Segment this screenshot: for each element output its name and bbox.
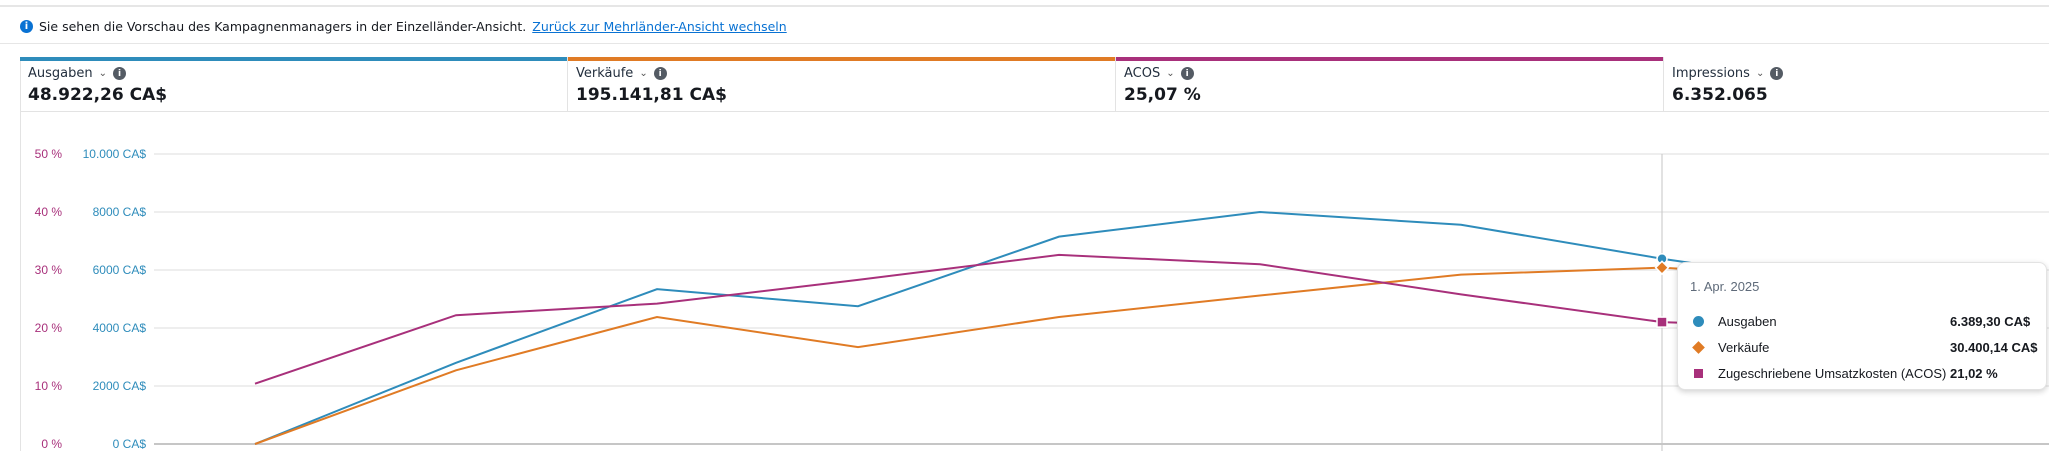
metric-color-bar: [568, 57, 1115, 61]
metric-card-verkaeufe[interactable]: Verkäufe ⌄ i 195.141,81 CA$: [568, 57, 1116, 112]
top-divider: [0, 5, 2049, 7]
y-tick-label-percent: 40 %: [35, 205, 63, 219]
info-icon: i: [20, 19, 33, 33]
metric-value: 195.141,81 CA$: [576, 85, 727, 105]
tooltip-row: Verkäufe 30.400,14 CA$: [1690, 334, 2038, 360]
series-line-ausgaben: [254, 210, 1701, 445]
metric-label: Ausgaben: [28, 66, 93, 81]
metric-label: Impressions: [1672, 66, 1750, 81]
metric-card-impressions[interactable]: Impressions ⌄ i 6.352.065: [1664, 57, 2049, 112]
info-icon[interactable]: i: [1770, 67, 1784, 80]
tooltip-series-name: Zugeschriebene Umsatzkosten (ACOS): [1718, 365, 1947, 381]
metric-value: 48.922,26 CA$: [28, 85, 168, 105]
y-tick-label-percent: 20 %: [35, 321, 63, 335]
series-line-acos: [254, 253, 1701, 385]
tooltip-series-value: 30.400,14 CA$: [1950, 339, 2038, 355]
square-marker-icon: [1693, 368, 1703, 378]
y-tick-label-currency: 10.000 CA$: [83, 147, 147, 161]
chevron-down-icon[interactable]: ⌄: [98, 68, 108, 79]
tooltip-date: 1. Apr. 2025: [1690, 279, 1760, 294]
info-icon[interactable]: i: [113, 67, 127, 80]
tooltip-series-value: 21,02 %: [1950, 365, 1998, 381]
y-tick-label-currency: 6000 CA$: [93, 263, 147, 277]
metric-color-bar: [1116, 57, 1663, 61]
series-line-verkäufe: [254, 266, 1701, 445]
banner-text: Sie sehen die Vorschau des Kampagnenmana…: [39, 18, 527, 34]
data-point-marker: [1656, 316, 1668, 328]
y-tick-label-percent: 0 %: [41, 437, 62, 451]
tooltip-row: Ausgaben 6.389,30 CA$: [1690, 308, 2034, 334]
metric-card-acos[interactable]: ACOS ⌄ i 25,07 %: [1116, 57, 1664, 112]
data-point-marker: [1654, 260, 1670, 276]
metric-label: Verkäufe: [576, 66, 634, 81]
y-tick-label-currency: 2000 CA$: [93, 379, 147, 393]
circle-marker-icon: [1692, 315, 1704, 327]
chevron-down-icon[interactable]: ⌄: [639, 68, 648, 79]
tooltip-row: Zugeschriebene Umsatzkosten (ACOS) 21,02…: [1690, 360, 2034, 386]
chart-panel: [20, 57, 2049, 451]
tooltip-series-value: 6.389,30 CA$: [1950, 313, 2031, 329]
metric-label: ACOS: [1124, 66, 1161, 81]
metric-value: 6.352.065: [1672, 85, 1768, 105]
y-tick-label-currency: 8000 CA$: [93, 205, 147, 219]
info-icon[interactable]: i: [1180, 67, 1194, 80]
metric-color-bar: [20, 57, 567, 61]
diamond-marker-icon: [1691, 340, 1705, 354]
y-tick-label-percent: 30 %: [35, 263, 63, 277]
tooltip-series-name: Ausgaben: [1718, 313, 1777, 329]
info-icon[interactable]: i: [653, 67, 667, 80]
y-tick-label-currency: 0 CA$: [113, 437, 147, 451]
y-tick-label-percent: 50 %: [35, 147, 63, 161]
y-tick-label-percent: 10 %: [35, 379, 63, 393]
metric-value: 25,07 %: [1124, 85, 1201, 105]
info-banner: i Sie sehen die Vorschau des Kampagnenma…: [20, 17, 787, 35]
tooltip-series-name: Verkäufe: [1718, 339, 1770, 355]
chart-tooltip: 1. Apr. 2025 Ausgaben 6.389,30 CA$ Verkä…: [1677, 262, 2047, 390]
metric-cards: Ausgaben ⌄ i 48.922,26 CA$ Verkäufe ⌄ i 195.…: [20, 57, 2049, 112]
divider: [0, 43, 2049, 44]
chevron-down-icon[interactable]: ⌄: [1166, 68, 1175, 79]
chevron-down-icon[interactable]: ⌄: [1755, 68, 1765, 79]
metric-card-ausgaben[interactable]: Ausgaben ⌄ i 48.922,26 CA$: [20, 57, 568, 112]
y-tick-label-currency: 4000 CA$: [93, 321, 147, 335]
switch-multi-country-link[interactable]: Zurück zur Mehrländer-Ansicht wechseln: [532, 18, 787, 34]
